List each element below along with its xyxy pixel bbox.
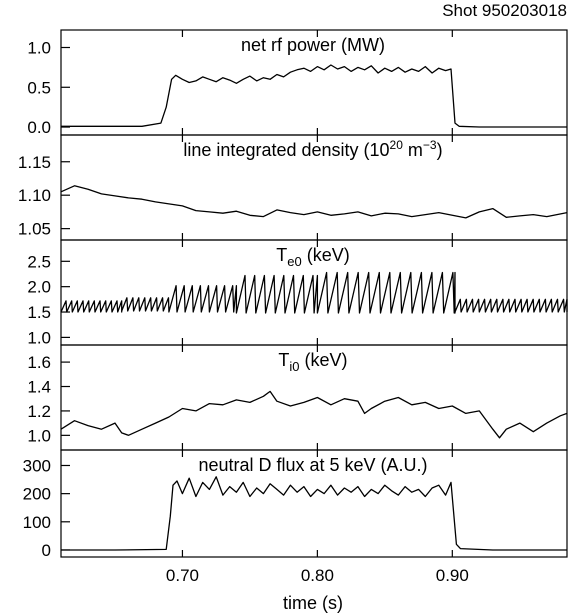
y-tick-label: 0.5 — [27, 78, 51, 97]
y-tick-label: 1.05 — [18, 220, 51, 239]
y-tick-label: 1.6 — [27, 353, 51, 372]
panel-title: Ti0 (keV) — [278, 350, 347, 374]
series-line-dflux — [61, 476, 567, 551]
y-tick-label: 0 — [42, 541, 51, 560]
x-tick-label: 0.70 — [166, 566, 199, 585]
title-part: e0 — [287, 254, 301, 269]
title-part: line integrated density (10 — [183, 140, 389, 160]
series-line-density — [60, 185, 568, 219]
panel-title: neutral D flux at 5 keV (A.U.) — [198, 455, 427, 475]
title-part: net rf power (MW) — [241, 35, 385, 55]
series-line-rf — [61, 64, 567, 128]
panel-rf: 0.0 0.5 1.0 net rf power (MW) — [27, 29, 568, 137]
y-tick-label: 0.0 — [27, 118, 51, 137]
x-axis-label: time (s) — [283, 593, 343, 613]
title-part: neutral D flux at 5 keV (A.U.) — [198, 455, 427, 475]
y-tick-label: 2.0 — [27, 278, 51, 297]
panel-title: Te0 (keV) — [276, 245, 349, 269]
panel-dflux: 0 100 200 300 neutral D flux at 5 keV (A.U.) — [23, 449, 568, 560]
y-tick-label: 1.10 — [18, 186, 51, 205]
panel-title: line integrated density (1020 m−3) — [183, 138, 442, 160]
y-tick-label: 100 — [23, 513, 51, 532]
panel-density: 1.05 1.10 1.15 line integrated density (102… — [18, 134, 568, 241]
y-tick-label: 1.4 — [27, 378, 51, 397]
title-part: (keV) — [300, 350, 348, 370]
panel-te0: 1.0 1.5 2.0 2.5 Te0 (keV) — [27, 239, 568, 347]
title-part: ) — [437, 140, 443, 160]
y-tick-label: 200 — [23, 485, 51, 504]
y-tick-label: 1.15 — [18, 153, 51, 172]
series-line-ti0 — [60, 390, 568, 439]
y-tick-label: 1.0 — [27, 39, 51, 58]
title-part: m — [403, 140, 423, 160]
y-tick-label: 2.5 — [27, 252, 51, 271]
shot-label: Shot 950203018 — [442, 1, 567, 20]
panel-title: net rf power (MW) — [241, 35, 385, 55]
panel-frame — [60, 449, 568, 558]
panel-ti0: 1.0 1.2 1.4 1.6 Ti0 (keV) — [27, 344, 568, 451]
title-part: 20 — [390, 138, 404, 152]
title-part: −3 — [423, 138, 437, 152]
title-part: T — [278, 350, 289, 370]
title-part: T — [276, 245, 287, 265]
panels: 0.0 0.5 1.0 net rf power (MW) 1.05 1.10 1.15 li… — [18, 29, 568, 585]
y-tick-label: 1.2 — [27, 402, 51, 421]
y-tick-label: 1.5 — [27, 303, 51, 322]
title-part: (keV) — [302, 245, 350, 265]
y-tick-label: 300 — [23, 456, 51, 475]
y-tick-label: 1.0 — [27, 328, 51, 347]
x-tick-label: 0.80 — [301, 566, 334, 585]
y-tick-label: 1.0 — [27, 426, 51, 445]
title-part: i0 — [289, 359, 299, 374]
x-tick-label: 0.90 — [436, 566, 469, 585]
series-line-te0 — [60, 271, 568, 314]
